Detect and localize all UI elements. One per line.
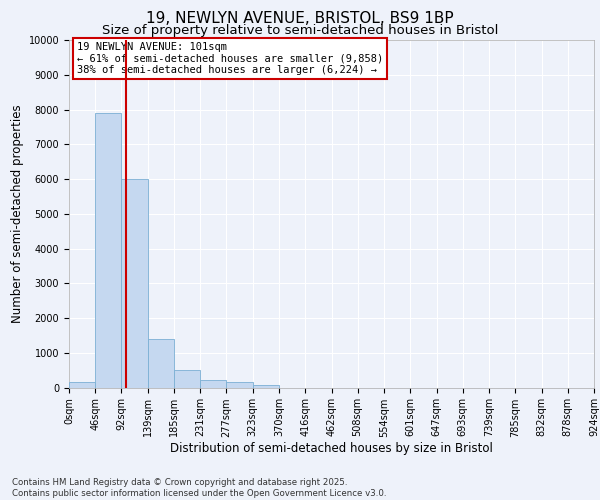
Bar [253, 384, 279, 388]
Bar [69, 382, 95, 388]
Text: Size of property relative to semi-detached houses in Bristol: Size of property relative to semi-detach… [102, 24, 498, 37]
Bar [174, 370, 200, 388]
Bar [226, 382, 253, 388]
Text: 19, NEWLYN AVENUE, BRISTOL, BS9 1BP: 19, NEWLYN AVENUE, BRISTOL, BS9 1BP [146, 11, 454, 26]
Bar [148, 339, 174, 388]
Bar [200, 380, 226, 388]
X-axis label: Distribution of semi-detached houses by size in Bristol: Distribution of semi-detached houses by … [170, 442, 493, 456]
Bar [95, 113, 121, 388]
Text: Contains HM Land Registry data © Crown copyright and database right 2025.
Contai: Contains HM Land Registry data © Crown c… [12, 478, 386, 498]
Text: 19 NEWLYN AVENUE: 101sqm
← 61% of semi-detached houses are smaller (9,858)
38% o: 19 NEWLYN AVENUE: 101sqm ← 61% of semi-d… [77, 42, 383, 75]
Y-axis label: Number of semi-detached properties: Number of semi-detached properties [11, 104, 25, 323]
Bar [121, 179, 148, 388]
